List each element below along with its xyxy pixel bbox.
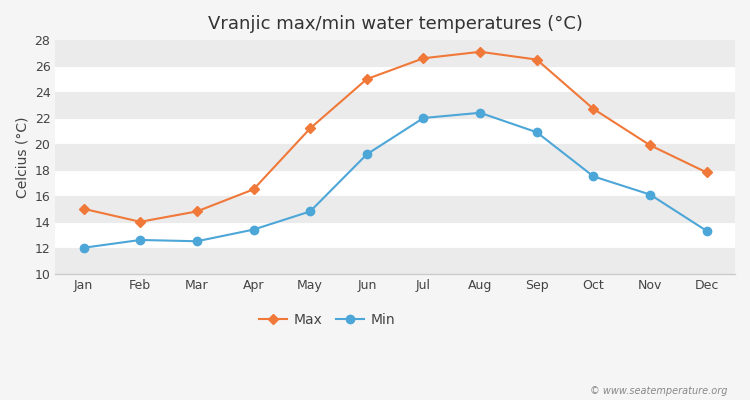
Bar xyxy=(56,144,735,170)
Legend: Max, Min: Max, Min xyxy=(254,307,401,332)
Bar xyxy=(56,40,735,66)
Bar xyxy=(56,92,735,118)
Y-axis label: Celcius (°C): Celcius (°C) xyxy=(15,116,29,198)
Title: Vranjic max/min water temperatures (°C): Vranjic max/min water temperatures (°C) xyxy=(208,15,583,33)
Text: © www.seatemperature.org: © www.seatemperature.org xyxy=(590,386,728,396)
Bar xyxy=(56,196,735,222)
Bar xyxy=(56,248,735,274)
